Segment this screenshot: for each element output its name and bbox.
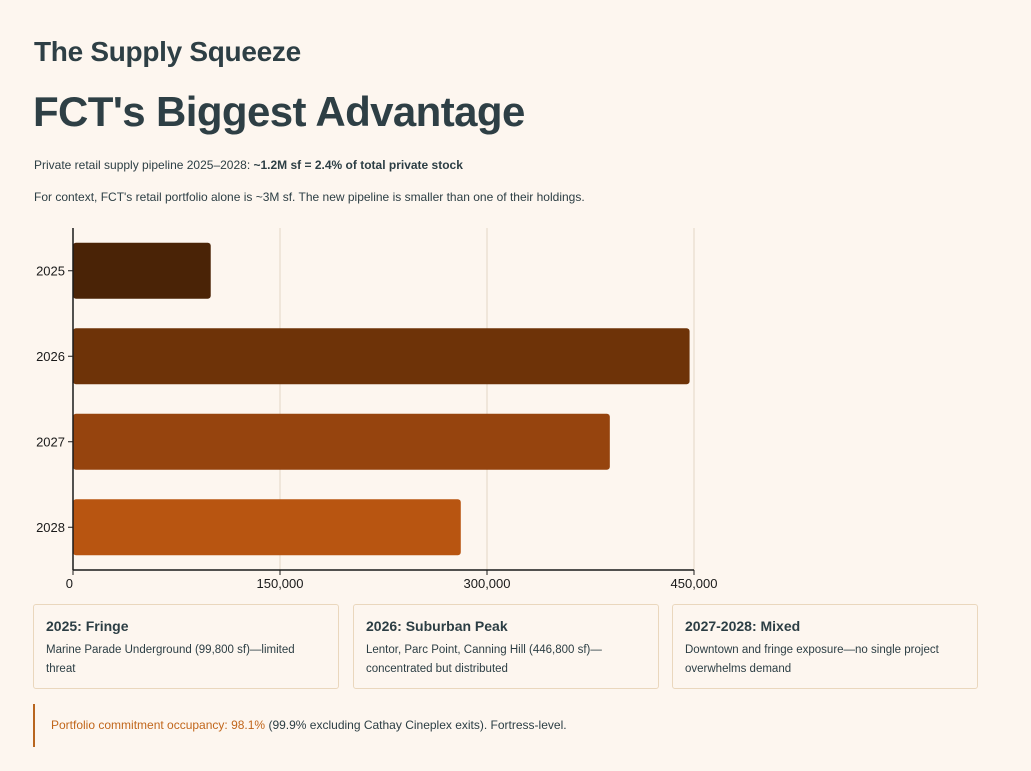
x-tick-label-1: 150,000	[257, 576, 304, 591]
x-tick-label-2: 300,000	[464, 576, 511, 591]
section-subtitle: The Supply Squeeze	[34, 36, 301, 67]
card-2027-2028: 2027-2028: Mixed Downtown and fringe exp…	[672, 604, 978, 689]
bar-2028	[73, 499, 461, 556]
card-text: Lentor, Parc Point, Canning Hill (446,80…	[366, 644, 602, 675]
pipeline-summary: Private retail supply pipeline 2025–2028…	[34, 158, 463, 172]
y-tick-label-2026: 2026	[36, 349, 65, 364]
occupancy-callout: Portfolio commitment occupancy: 98.1% (9…	[33, 704, 633, 747]
card-title: 2025: Fringe	[46, 618, 129, 634]
page-title: FCT's Biggest Advantage	[33, 88, 525, 135]
period-cards: 2025: Fringe Marine Parade Underground (…	[33, 604, 980, 691]
card-text: Downtown and fringe exposure—no single p…	[685, 644, 939, 675]
context-note: For context, FCT's retail portfolio alon…	[34, 190, 585, 204]
occupancy-note: (99.9% excluding Cathay Cineplex exits).…	[265, 718, 567, 732]
card-2026: 2026: Suburban Peak Lentor, Parc Point, …	[353, 604, 659, 689]
bar-2026	[73, 328, 690, 385]
x-tick-label-3: 450,000	[671, 576, 718, 591]
card-2025: 2025: Fringe Marine Parade Underground (…	[33, 604, 339, 689]
y-tick-label-2027: 2027	[36, 434, 65, 449]
supply-pipeline-chart: 2025 2026 2027 2028 0 150,000 300,000 450,000	[36, 228, 718, 591]
bar-2025	[73, 242, 211, 299]
pipeline-summary-highlight: ~1.2M sf = 2.4% of total private stock	[253, 158, 463, 172]
occupancy-highlight: Portfolio commitment occupancy: 98.1%	[51, 718, 266, 732]
card-title: 2026: Suburban Peak	[366, 618, 508, 634]
card-title: 2027-2028: Mixed	[685, 618, 801, 634]
bar-2027	[73, 413, 610, 470]
card-text: Marine Parade Underground (99,800 sf)—li…	[46, 644, 295, 675]
y-tick-label-2028: 2028	[36, 520, 65, 535]
x-tick-label-0: 0	[66, 576, 73, 591]
y-tick-label-2025: 2025	[36, 263, 65, 278]
pipeline-summary-text: Private retail supply pipeline 2025–2028…	[34, 158, 254, 172]
